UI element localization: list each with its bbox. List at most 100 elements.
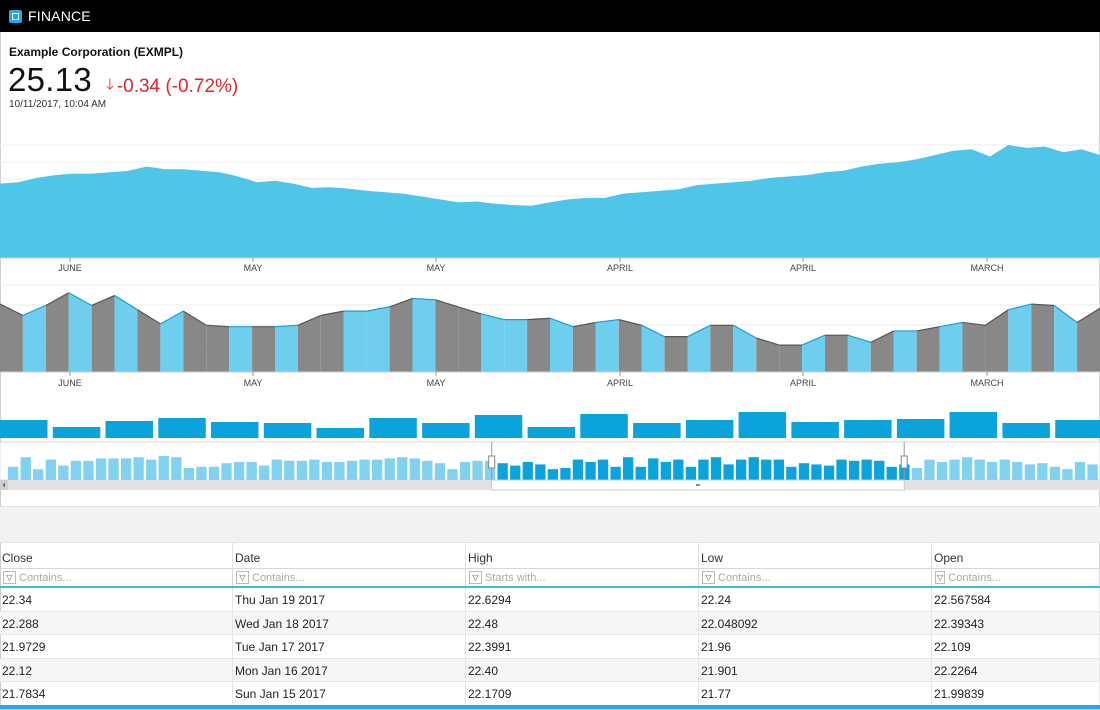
column-bar[interactable] — [211, 422, 259, 438]
volume-segment[interactable] — [137, 309, 161, 372]
range-scrollbar[interactable] — [0, 479, 1100, 491]
volume-segment[interactable] — [389, 298, 413, 372]
volume-segment[interactable] — [733, 325, 757, 372]
volume-segment[interactable] — [252, 326, 275, 372]
volume-segment[interactable] — [0, 304, 23, 372]
column-bar[interactable] — [580, 414, 628, 438]
volume-segment[interactable] — [343, 311, 367, 372]
cell-close[interactable]: 22.12 — [0, 658, 233, 681]
filter-input-close[interactable] — [19, 571, 219, 584]
volume-segment[interactable] — [618, 319, 642, 372]
volume-segment[interactable] — [68, 292, 92, 372]
filter-icon[interactable]: ▽ — [935, 571, 946, 584]
volume-area-chart[interactable] — [0, 284, 1100, 373]
filter-input-high[interactable] — [485, 571, 685, 584]
filter-icon[interactable]: ▽ — [469, 571, 482, 584]
column-header-date[interactable]: Date — [233, 543, 466, 568]
volume-segment[interactable] — [939, 322, 963, 373]
volume-segment[interactable] — [527, 318, 550, 372]
cell-high[interactable]: 22.6294 — [466, 588, 699, 611]
volume-segment[interactable] — [481, 314, 505, 372]
column-bar[interactable] — [633, 423, 681, 438]
cell-low[interactable]: 22.048092 — [699, 611, 932, 634]
volume-segment[interactable] — [45, 292, 69, 372]
cell-close[interactable]: 21.9729 — [0, 635, 233, 658]
volume-segment[interactable] — [183, 311, 207, 372]
cell-high[interactable]: 22.40 — [466, 658, 699, 681]
volume-segment[interactable] — [297, 315, 321, 372]
column-bar[interactable] — [896, 419, 945, 438]
volume-segment[interactable] — [916, 326, 940, 372]
table-row[interactable]: 22.34 Thu Jan 19 2017 22.6294 22.24 22.56758… — [0, 588, 1100, 612]
volume-segment[interactable] — [1077, 308, 1100, 372]
volume-segment[interactable] — [802, 335, 825, 372]
column-bar[interactable] — [422, 423, 470, 438]
table-row[interactable]: 22.288 Wed Jan 18 2017 22.48 22.048092 22.39… — [0, 611, 1100, 635]
navigator-handle[interactable] — [900, 455, 908, 469]
column-header-low[interactable]: Low — [699, 543, 932, 568]
cell-date[interactable]: Sun Jan 15 2017 — [233, 682, 466, 705]
volume-segment[interactable] — [91, 295, 115, 372]
volume-segment[interactable] — [710, 325, 734, 372]
cell-low[interactable]: 21.96 — [699, 635, 932, 658]
range-navigator[interactable] — [0, 441, 1100, 490]
cell-high[interactable]: 22.3991 — [466, 635, 699, 658]
volume-segment[interactable] — [435, 299, 459, 372]
column-bar[interactable] — [527, 427, 576, 438]
volume-segment[interactable] — [114, 295, 138, 372]
cell-low[interactable]: 21.77 — [699, 682, 932, 705]
volume-segment[interactable] — [1031, 304, 1055, 372]
volume-segment[interactable] — [550, 318, 573, 372]
column-bar[interactable] — [738, 412, 787, 438]
volume-segment[interactable] — [595, 319, 619, 372]
volume-segment[interactable] — [962, 322, 986, 373]
table-row[interactable]: 21.7834 Sun Jan 15 2017 22.1709 21.77 21.998… — [0, 682, 1100, 706]
column-bar[interactable] — [685, 420, 734, 438]
volume-segment[interactable] — [320, 311, 344, 372]
volume-segment[interactable] — [275, 325, 298, 372]
filter-icon[interactable]: ▽ — [236, 571, 249, 584]
cell-open[interactable]: 22.39343 — [932, 611, 1100, 634]
filter-icon[interactable]: ▽ — [702, 571, 715, 584]
filter-icon[interactable]: ▽ — [3, 571, 16, 584]
volume-segment[interactable] — [687, 325, 711, 372]
column-bar[interactable] — [105, 421, 154, 438]
column-bar[interactable] — [52, 427, 101, 438]
cell-open[interactable]: 22.109 — [932, 635, 1100, 658]
column-header-close[interactable]: Close — [0, 543, 233, 568]
table-row[interactable]: 22.12 Mon Jan 16 2017 22.40 21.901 22.2264 — [0, 658, 1100, 682]
cell-close[interactable]: 21.7834 — [0, 682, 233, 705]
column-bar[interactable] — [158, 418, 206, 438]
column-bar[interactable] — [316, 428, 365, 438]
cell-open[interactable]: 22.2264 — [932, 658, 1100, 681]
volume-segment[interactable] — [160, 311, 184, 372]
price-area-series[interactable] — [0, 145, 1100, 258]
column-bar[interactable] — [949, 412, 998, 438]
volume-segment[interactable] — [825, 335, 848, 372]
volume-segment[interactable] — [229, 326, 253, 372]
cell-high[interactable]: 22.1709 — [466, 682, 699, 705]
cell-date[interactable]: Wed Jan 18 2017 — [233, 611, 466, 634]
volume-segment[interactable] — [504, 319, 528, 372]
column-header-high[interactable]: High — [466, 543, 699, 568]
navigator-handle[interactable] — [488, 455, 496, 469]
filter-input-low[interactable] — [718, 571, 918, 584]
column-bar[interactable] — [0, 420, 48, 438]
cell-open[interactable]: 22.567584 — [932, 588, 1100, 611]
filter-input-date[interactable] — [252, 571, 452, 584]
volume-segment[interactable] — [664, 336, 688, 372]
volume-segment[interactable] — [779, 345, 803, 372]
column-bar[interactable] — [1002, 423, 1050, 438]
volume-segment[interactable] — [412, 298, 436, 372]
cell-high[interactable]: 22.48 — [466, 611, 699, 634]
volume-segment[interactable] — [847, 335, 871, 372]
cell-close[interactable]: 22.34 — [0, 588, 233, 611]
volume-segment[interactable] — [985, 309, 1009, 372]
price-area-chart[interactable] — [0, 144, 1100, 258]
cell-open[interactable]: 21.99839 — [932, 682, 1100, 705]
volume-segment[interactable] — [1008, 304, 1032, 372]
volume-segment[interactable] — [1054, 305, 1078, 373]
volume-segment[interactable] — [893, 331, 917, 372]
table-row[interactable]: 21.9729 Tue Jan 17 2017 22.3991 21.96 22.109 — [0, 635, 1100, 659]
volume-segment[interactable] — [206, 325, 230, 372]
